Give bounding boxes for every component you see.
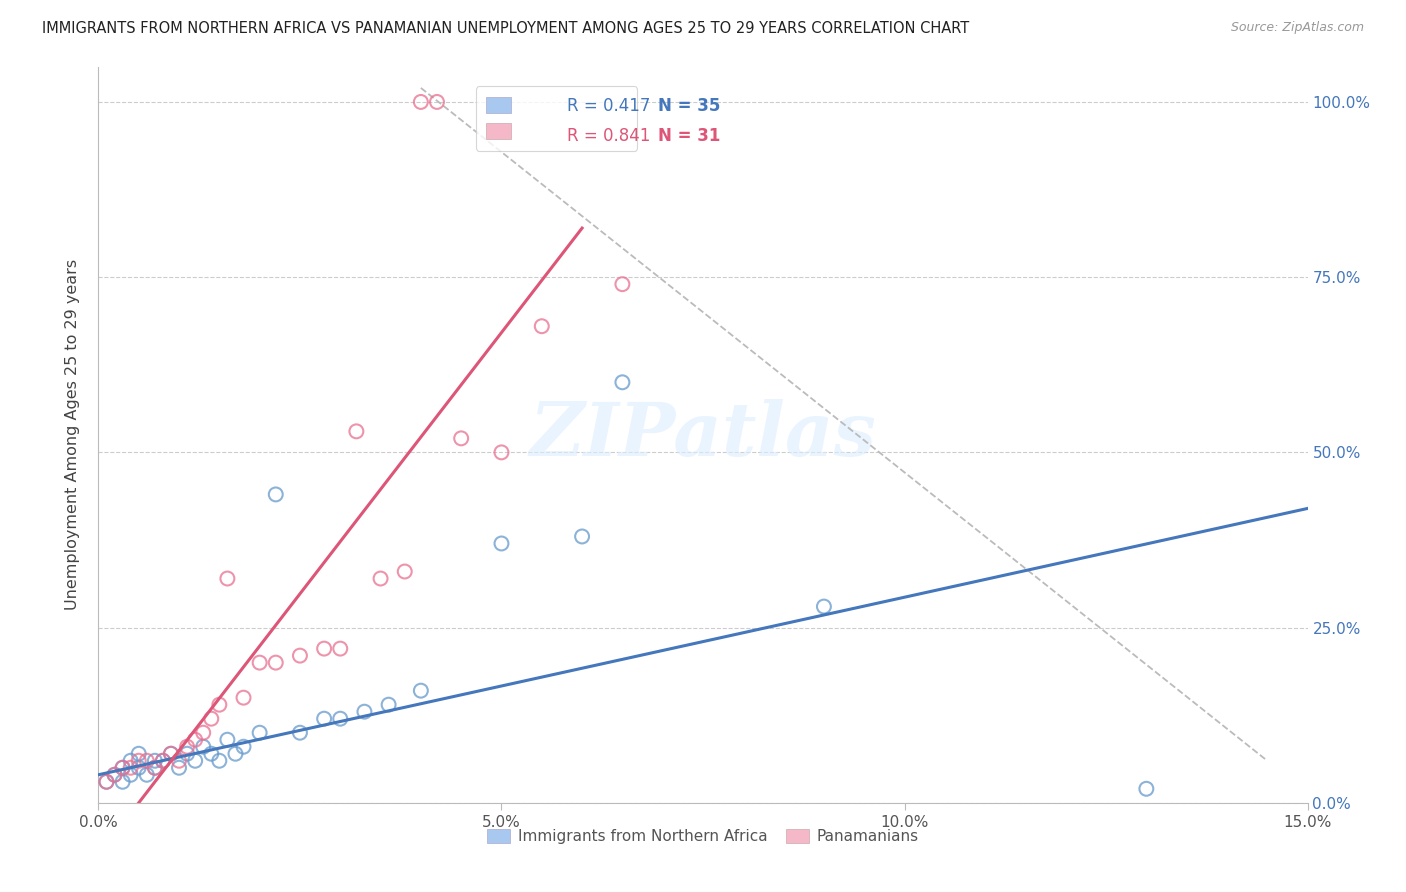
Point	[167, 761, 190, 775]
Point	[288, 725, 311, 739]
Point	[208, 754, 231, 768]
Point	[344, 425, 367, 439]
Point	[184, 732, 207, 747]
Point	[450, 431, 472, 445]
Point	[426, 95, 449, 109]
Point	[571, 529, 593, 543]
Point	[120, 768, 142, 782]
Point	[193, 739, 215, 754]
Point	[96, 774, 118, 789]
Point	[128, 761, 150, 775]
Point	[491, 536, 513, 550]
Point	[208, 698, 231, 712]
Text: R = 0.417: R = 0.417	[567, 97, 651, 115]
Point	[176, 747, 198, 761]
Point	[370, 572, 392, 586]
Point	[143, 754, 166, 768]
Point	[103, 768, 125, 782]
Point	[103, 768, 125, 782]
Point	[232, 739, 254, 754]
Point	[143, 761, 166, 775]
Point	[184, 754, 207, 768]
Point	[394, 565, 416, 579]
Text: R = 0.841: R = 0.841	[567, 128, 651, 145]
Point	[249, 725, 271, 739]
Point	[111, 774, 134, 789]
Point	[152, 754, 174, 768]
Text: IMMIGRANTS FROM NORTHERN AFRICA VS PANAMANIAN UNEMPLOYMENT AMONG AGES 25 TO 29 Y: IMMIGRANTS FROM NORTHERN AFRICA VS PANAM…	[42, 21, 969, 36]
Text: N = 35: N = 35	[658, 97, 720, 115]
Point	[813, 599, 835, 614]
Point	[160, 747, 183, 761]
Point	[152, 754, 174, 768]
Point	[217, 732, 239, 747]
Point	[128, 747, 150, 761]
Y-axis label: Unemployment Among Ages 25 to 29 years: Unemployment Among Ages 25 to 29 years	[65, 260, 80, 610]
Point	[167, 754, 190, 768]
Point	[264, 656, 287, 670]
Text: ZIPatlas: ZIPatlas	[530, 399, 876, 471]
Point	[135, 768, 157, 782]
Point	[176, 739, 198, 754]
Point	[143, 761, 166, 775]
Point	[120, 761, 142, 775]
Point	[111, 761, 134, 775]
Point	[200, 712, 222, 726]
Point	[288, 648, 311, 663]
Text: N = 31: N = 31	[658, 128, 720, 145]
Point	[232, 690, 254, 705]
Point	[264, 487, 287, 501]
Point	[128, 754, 150, 768]
Point	[1135, 781, 1157, 796]
Point	[200, 747, 222, 761]
Point	[120, 754, 142, 768]
Point	[224, 747, 246, 761]
Point	[217, 572, 239, 586]
Point	[249, 656, 271, 670]
Point	[314, 641, 336, 656]
Point	[377, 698, 399, 712]
Point	[409, 95, 432, 109]
Point	[329, 641, 352, 656]
Point	[491, 445, 513, 459]
Point	[612, 376, 634, 390]
Point	[409, 683, 432, 698]
Point	[530, 319, 553, 334]
Text: Source: ZipAtlas.com: Source: ZipAtlas.com	[1230, 21, 1364, 34]
Point	[353, 705, 375, 719]
Point	[135, 754, 157, 768]
Point	[612, 277, 634, 292]
Point	[96, 774, 118, 789]
Point	[160, 747, 183, 761]
Point	[111, 761, 134, 775]
Point	[329, 712, 352, 726]
Point	[314, 712, 336, 726]
Point	[193, 725, 215, 739]
Legend: Immigrants from Northern Africa, Panamanians: Immigrants from Northern Africa, Panaman…	[481, 822, 925, 850]
